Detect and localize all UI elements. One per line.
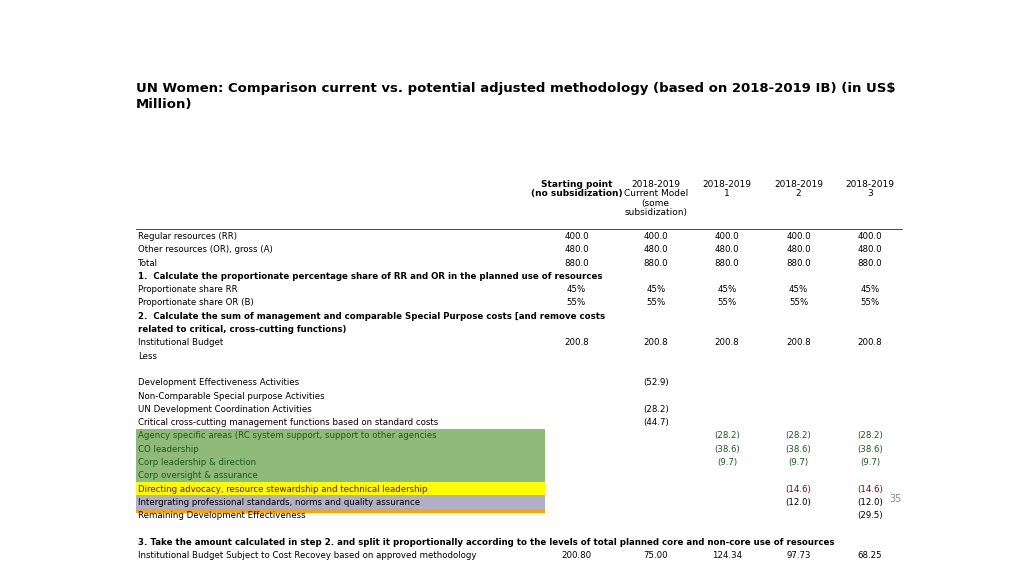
Text: 480.0: 480.0 bbox=[786, 245, 811, 254]
Text: 880.0: 880.0 bbox=[858, 259, 883, 267]
Text: Institutional Budget Subject to Cost Recovey based on approved methodology: Institutional Budget Subject to Cost Rec… bbox=[138, 551, 477, 560]
Text: (29.5): (29.5) bbox=[857, 511, 883, 520]
Text: 1: 1 bbox=[724, 190, 730, 198]
Text: Proportionate share RR: Proportionate share RR bbox=[138, 285, 238, 294]
Text: (12.0): (12.0) bbox=[857, 498, 883, 507]
Text: Other resources (OR), gross (A): Other resources (OR), gross (A) bbox=[138, 245, 273, 254]
Text: 880.0: 880.0 bbox=[643, 259, 668, 267]
Text: 3: 3 bbox=[867, 190, 872, 198]
Text: 200.8: 200.8 bbox=[564, 338, 589, 347]
Text: 3. Take the amount calculated in step 2. and split it proportionally according t: 3. Take the amount calculated in step 2.… bbox=[138, 538, 835, 547]
Text: subsidization): subsidization) bbox=[625, 208, 687, 217]
Bar bbox=[136, 509, 545, 522]
Text: (14.6): (14.6) bbox=[785, 484, 811, 494]
Text: 97.73: 97.73 bbox=[786, 551, 811, 560]
Text: 200.8: 200.8 bbox=[643, 338, 668, 347]
Bar bbox=[136, 442, 545, 456]
Text: UN Development Coordination Activities: UN Development Coordination Activities bbox=[138, 405, 312, 414]
Text: 45%: 45% bbox=[788, 285, 808, 294]
Text: 35: 35 bbox=[890, 494, 902, 504]
Text: (38.6): (38.6) bbox=[857, 445, 883, 454]
Text: 480.0: 480.0 bbox=[643, 245, 668, 254]
Text: Critical cross-cutting management functions based on standard costs: Critical cross-cutting management functi… bbox=[138, 418, 438, 427]
Text: 45%: 45% bbox=[566, 285, 586, 294]
Text: 1.  Calculate the proportionate percentage share of RR and OR in the planned use: 1. Calculate the proportionate percentag… bbox=[138, 272, 603, 281]
Bar bbox=[136, 495, 545, 509]
Text: 480.0: 480.0 bbox=[858, 245, 883, 254]
Text: 55%: 55% bbox=[566, 298, 586, 308]
Bar bbox=[136, 482, 545, 495]
Text: (9.7): (9.7) bbox=[788, 458, 809, 467]
Bar bbox=[136, 429, 545, 442]
Text: UN Women: Comparison current vs. potential adjusted methodology (based on 2018-2: UN Women: Comparison current vs. potenti… bbox=[136, 82, 895, 111]
Text: Current Model: Current Model bbox=[624, 190, 688, 198]
Text: 2018-2019: 2018-2019 bbox=[702, 180, 752, 189]
Text: 200.8: 200.8 bbox=[786, 338, 811, 347]
Text: 55%: 55% bbox=[646, 298, 666, 308]
Text: 480.0: 480.0 bbox=[564, 245, 589, 254]
Text: Agency specific areas (RC system support, support to other agencies: Agency specific areas (RC system support… bbox=[138, 431, 437, 441]
Text: 880.0: 880.0 bbox=[715, 259, 739, 267]
Text: (28.2): (28.2) bbox=[643, 405, 669, 414]
Text: 200.8: 200.8 bbox=[858, 338, 883, 347]
Text: Proportionate share OR (B): Proportionate share OR (B) bbox=[138, 298, 254, 308]
Text: CO leadership: CO leadership bbox=[138, 445, 199, 454]
Text: 55%: 55% bbox=[860, 298, 880, 308]
Text: (no subsidization): (no subsidization) bbox=[530, 190, 623, 198]
Text: 880.0: 880.0 bbox=[564, 259, 589, 267]
Text: Non-Comparable Special purpose Activities: Non-Comparable Special purpose Activitie… bbox=[138, 392, 325, 400]
Text: 400.0: 400.0 bbox=[786, 232, 811, 241]
Text: (some: (some bbox=[642, 199, 670, 207]
Text: Starting point: Starting point bbox=[541, 180, 612, 189]
Text: 45%: 45% bbox=[718, 285, 737, 294]
Text: Institutional Budget: Institutional Budget bbox=[138, 338, 223, 347]
Text: Total: Total bbox=[138, 259, 159, 267]
Text: Less: Less bbox=[138, 351, 158, 361]
Text: (9.7): (9.7) bbox=[860, 458, 880, 467]
Text: (28.2): (28.2) bbox=[857, 431, 883, 441]
Bar bbox=[136, 469, 545, 482]
Text: 68.25: 68.25 bbox=[858, 551, 883, 560]
Text: 400.0: 400.0 bbox=[564, 232, 589, 241]
Text: (28.2): (28.2) bbox=[715, 431, 740, 441]
Text: (9.7): (9.7) bbox=[717, 458, 737, 467]
Text: 880.0: 880.0 bbox=[786, 259, 811, 267]
Text: (14.6): (14.6) bbox=[857, 484, 883, 494]
Text: 200.8: 200.8 bbox=[715, 338, 739, 347]
Text: Development Effectiveness Activities: Development Effectiveness Activities bbox=[138, 378, 299, 387]
Text: Regular resources (RR): Regular resources (RR) bbox=[138, 232, 238, 241]
Text: 124.34: 124.34 bbox=[712, 551, 742, 560]
Text: 400.0: 400.0 bbox=[643, 232, 668, 241]
Text: 2: 2 bbox=[796, 190, 802, 198]
Text: 2018-2019: 2018-2019 bbox=[631, 180, 680, 189]
Bar bbox=[136, 456, 545, 469]
Text: 75.00: 75.00 bbox=[643, 551, 668, 560]
Text: 45%: 45% bbox=[646, 285, 666, 294]
Text: (52.9): (52.9) bbox=[643, 378, 669, 387]
Text: (12.0): (12.0) bbox=[785, 498, 811, 507]
Text: Intergrating professional standards, norms and quality assurance: Intergrating professional standards, nor… bbox=[138, 498, 421, 507]
Text: 2.  Calculate the sum of management and comparable Special Purpose costs [and re: 2. Calculate the sum of management and c… bbox=[138, 312, 605, 321]
Text: 400.0: 400.0 bbox=[858, 232, 883, 241]
Text: (38.6): (38.6) bbox=[785, 445, 811, 454]
Text: 2018-2019: 2018-2019 bbox=[846, 180, 895, 189]
Text: 55%: 55% bbox=[788, 298, 808, 308]
Text: Remaining Development Effectiveness: Remaining Development Effectiveness bbox=[138, 511, 306, 520]
Text: 200.80: 200.80 bbox=[561, 551, 592, 560]
Text: 2018-2019: 2018-2019 bbox=[774, 180, 823, 189]
Text: Corp leadership & direction: Corp leadership & direction bbox=[138, 458, 256, 467]
Text: Corp oversight & assurance: Corp oversight & assurance bbox=[138, 471, 258, 480]
Text: (44.7): (44.7) bbox=[643, 418, 669, 427]
Text: 45%: 45% bbox=[860, 285, 880, 294]
Text: Directing advocacy, resource stewardship and technical leadership: Directing advocacy, resource stewardship… bbox=[138, 484, 428, 494]
Text: 480.0: 480.0 bbox=[715, 245, 739, 254]
Text: 400.0: 400.0 bbox=[715, 232, 739, 241]
Text: (38.6): (38.6) bbox=[715, 445, 740, 454]
Text: related to critical, cross-cutting functions): related to critical, cross-cutting funct… bbox=[138, 325, 347, 334]
Text: 55%: 55% bbox=[718, 298, 737, 308]
Text: (28.2): (28.2) bbox=[785, 431, 811, 441]
